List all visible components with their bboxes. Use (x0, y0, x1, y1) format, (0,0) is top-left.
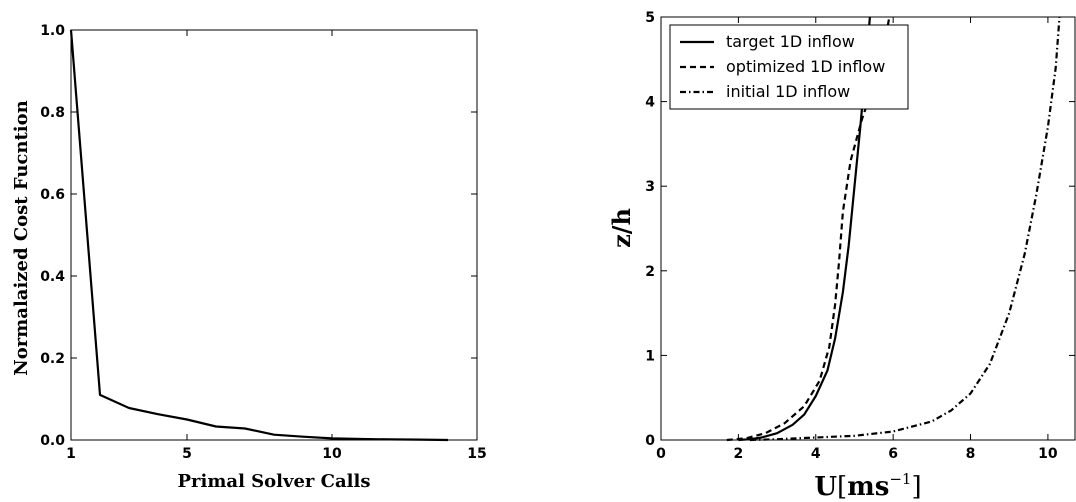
legend-label: optimized 1D inflow (726, 57, 885, 76)
right-plot-frame (660, 16, 1076, 441)
left-series-line-1 (69, 29, 449, 442)
left-y-tick-label: 0.4 (40, 269, 65, 285)
left-y-tick-label: 0.6 (40, 187, 65, 203)
right-chart: 0 2 4 6 8 10 0 1 2 3 4 5 U[ms−1] z/h target 1D inf… (607, 10, 1076, 502)
legend-label: target 1D inflow (726, 32, 855, 51)
right-plot-area (660, 16, 1076, 442)
right-y-tick-label: 2 (645, 264, 655, 280)
left-plot-area (69, 29, 478, 442)
right-series-line-1 (738, 16, 871, 442)
right-x-tick-label: 2 (734, 446, 744, 462)
legend-box (669, 24, 909, 110)
right-y-tick-label: 4 (645, 95, 655, 111)
right-x-axis-label-close: ] (911, 472, 921, 502)
left-series-layer (69, 29, 449, 442)
right-x-tick-label: 0 (656, 446, 666, 462)
right-x-axis-label-base: U (814, 472, 837, 502)
left-y-axis-label: Normalaized Cost Fucntion (11, 100, 32, 375)
right-y-tick-label: 0 (645, 433, 655, 449)
left-plot-frame (70, 29, 478, 441)
legend-label: initial 1D inflow (726, 82, 850, 101)
right-x-axis-label-unit: ms (847, 472, 889, 502)
right-series-layer (726, 16, 1061, 442)
right-y-ticks: 0 1 2 3 4 5 (645, 10, 1075, 449)
right-series-line-3 (749, 16, 1061, 442)
left-x-tick-label: 15 (467, 446, 486, 462)
left-y-ticks: 0.0 0.2 0.4 0.6 0.8 1.0 (40, 23, 477, 449)
right-x-axis-label: U[ms−1] (814, 470, 921, 502)
right-y-axis-label: z/h (607, 208, 636, 248)
left-x-tick-label: 1 (66, 446, 76, 462)
legend-entries: target 1D inflow optimized 1D inflow initi… (680, 32, 885, 101)
left-chart: 1 5 10 15 0.00.20.40.60.81.0 Primal Solver … (11, 23, 487, 492)
left-y-tick-label: 1.0 (40, 23, 65, 39)
left-y-tick-label: 0.0 (40, 433, 65, 449)
right-x-tick-label: 6 (888, 446, 898, 462)
right-y-tick-label: 3 (645, 179, 655, 195)
right-x-tick-label: 8 (966, 446, 976, 462)
left-y-tick-label: 0.8 (40, 105, 65, 121)
right-x-tick-label: 10 (1038, 446, 1058, 462)
left-x-tick-label: 5 (182, 446, 192, 462)
left-x-tick-label: 10 (322, 446, 342, 462)
right-y-tick-label: 5 (645, 10, 655, 26)
right-x-axis-label-exp: −1 (889, 470, 911, 488)
right-legend: target 1D inflow optimized 1D inflow initi… (669, 24, 909, 110)
right-series-line-2 (726, 16, 891, 442)
right-x-ticks: 0 2 4 6 8 10 (656, 17, 1058, 462)
left-y-tick-label: 0.2 (40, 351, 65, 367)
left-x-ticks: 1 5 10 15 (66, 30, 487, 462)
right-y-tick-label: 1 (645, 348, 655, 364)
right-x-tick-label: 4 (811, 446, 821, 462)
right-x-axis-label-open: [ (837, 472, 847, 502)
left-x-axis-label: Primal Solver Calls (178, 471, 371, 492)
